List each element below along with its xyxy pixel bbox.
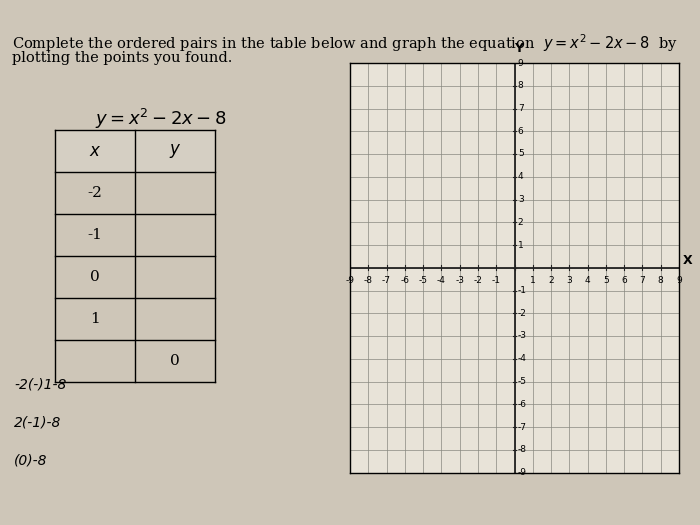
- Text: -8: -8: [364, 276, 373, 285]
- Text: -7: -7: [518, 423, 527, 432]
- Text: X: X: [682, 255, 692, 267]
- Text: -1: -1: [491, 276, 500, 285]
- Text: 7: 7: [640, 276, 645, 285]
- Text: -3: -3: [455, 276, 464, 285]
- Text: 3: 3: [518, 195, 524, 204]
- Text: plotting the points you found.: plotting the points you found.: [12, 51, 232, 65]
- Text: (0)-8: (0)-8: [14, 453, 48, 467]
- Text: Complete the ordered pairs in the table below and graph the equation  $y = x^2 -: Complete the ordered pairs in the table …: [12, 32, 678, 54]
- Text: -5: -5: [419, 276, 428, 285]
- Text: 6: 6: [518, 127, 524, 136]
- Text: 0: 0: [90, 270, 100, 284]
- Text: 9: 9: [518, 58, 524, 68]
- Text: 2: 2: [518, 218, 524, 227]
- Text: $y$: $y$: [169, 142, 181, 160]
- Text: $x$: $x$: [89, 142, 102, 160]
- Text: 6: 6: [622, 276, 627, 285]
- Bar: [55, 130, 215, 172]
- Text: -2: -2: [518, 309, 526, 318]
- Text: 7: 7: [518, 104, 524, 113]
- Text: -6: -6: [518, 400, 527, 409]
- Text: 4: 4: [584, 276, 590, 285]
- Text: 4: 4: [518, 172, 524, 181]
- Text: 5: 5: [518, 150, 524, 159]
- Text: $y = x^2 - 2x - 8$: $y = x^2 - 2x - 8$: [95, 107, 227, 131]
- Text: -2(-)1-8: -2(-)1-8: [14, 377, 66, 391]
- Text: 3: 3: [566, 276, 572, 285]
- Text: 2: 2: [548, 276, 554, 285]
- Text: -5: -5: [518, 377, 527, 386]
- Text: Y: Y: [514, 42, 524, 55]
- Text: -1: -1: [518, 286, 527, 295]
- Text: -1: -1: [88, 228, 102, 242]
- Text: 1: 1: [90, 312, 100, 326]
- Text: 8: 8: [658, 276, 664, 285]
- Text: -7: -7: [382, 276, 391, 285]
- Text: 1: 1: [530, 276, 536, 285]
- Text: 0: 0: [170, 354, 180, 368]
- Text: -9: -9: [346, 276, 354, 285]
- Text: -9: -9: [518, 468, 527, 477]
- Text: -6: -6: [400, 276, 410, 285]
- Text: 1: 1: [518, 240, 524, 249]
- Text: -8: -8: [518, 445, 527, 454]
- Text: -4: -4: [437, 276, 446, 285]
- Text: -3: -3: [518, 331, 527, 341]
- Text: -2: -2: [88, 186, 102, 200]
- Text: -2: -2: [473, 276, 482, 285]
- Text: 8: 8: [518, 81, 524, 90]
- Text: 2(-1)-8: 2(-1)-8: [14, 415, 62, 429]
- Text: 9: 9: [676, 276, 682, 285]
- Text: 5: 5: [603, 276, 609, 285]
- Text: -4: -4: [518, 354, 526, 363]
